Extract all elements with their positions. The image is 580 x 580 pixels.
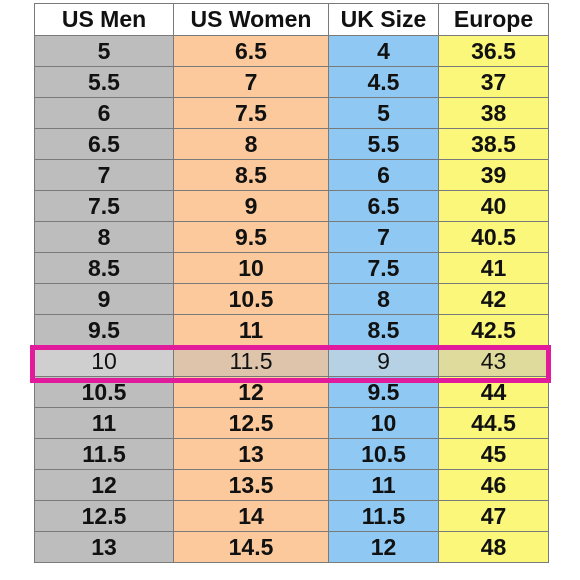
cell-us-men: 12.5 — [34, 500, 174, 532]
cell-uk-size: 11 — [328, 469, 439, 501]
table-row: 6 7.5 5 38 — [34, 97, 549, 129]
cell-europe: 43 — [438, 345, 549, 377]
cell-uk-size: 10.5 — [328, 438, 439, 470]
cell-us-men: 7.5 — [34, 190, 174, 222]
cell-us-women: 10 — [173, 252, 329, 284]
table-row: 13 14.5 12 48 — [34, 531, 549, 563]
cell-us-men: 10.5 — [34, 376, 174, 408]
cell-us-men: 7 — [34, 159, 174, 191]
table-row: 8 9.5 7 40.5 — [34, 221, 549, 253]
table-row: 10.5 12 9.5 44 — [34, 376, 549, 408]
cell-us-men: 11.5 — [34, 438, 174, 470]
table-row: 9 10.5 8 42 — [34, 283, 549, 315]
cell-uk-size: 7 — [328, 221, 439, 253]
cell-europe: 47 — [438, 500, 549, 532]
cell-uk-size: 7.5 — [328, 252, 439, 284]
cell-uk-size: 12 — [328, 531, 439, 563]
cell-us-men: 13 — [34, 531, 174, 563]
header-europe: Europe — [438, 3, 549, 36]
cell-europe: 36.5 — [438, 35, 549, 67]
cell-europe: 39 — [438, 159, 549, 191]
cell-uk-size: 5.5 — [328, 128, 439, 160]
cell-us-women: 13.5 — [173, 469, 329, 501]
cell-europe: 45 — [438, 438, 549, 470]
cell-us-women: 11 — [173, 314, 329, 346]
cell-europe: 48 — [438, 531, 549, 563]
cell-us-women: 12.5 — [173, 407, 329, 439]
table-row: 11 12.5 10 44.5 — [34, 407, 549, 439]
cell-europe: 42.5 — [438, 314, 549, 346]
shoe-size-table: US Men US Women UK Size Europe 5 6.5 4 36.5… — [34, 3, 549, 563]
cell-uk-size: 6.5 — [328, 190, 439, 222]
cell-europe: 38 — [438, 97, 549, 129]
cell-us-men: 9.5 — [34, 314, 174, 346]
cell-us-men: 5.5 — [34, 66, 174, 98]
cell-us-women: 10.5 — [173, 283, 329, 315]
cell-uk-size: 4.5 — [328, 66, 439, 98]
table-row: 12 13.5 11 46 — [34, 469, 549, 501]
table-row: 7.5 9 6.5 40 — [34, 190, 549, 222]
cell-us-women: 7 — [173, 66, 329, 98]
cell-us-women: 6.5 — [173, 35, 329, 67]
table-row: 5.5 7 4.5 37 — [34, 66, 549, 98]
cell-europe: 38.5 — [438, 128, 549, 160]
table-body: 5 6.5 4 36.5 5.5 7 4.5 37 6 7.5 5 38 6.5 8 5.5 38.5 7 8.5… — [34, 35, 549, 563]
cell-us-women: 14 — [173, 500, 329, 532]
header-us-women: US Women — [173, 3, 329, 36]
cell-us-men: 5 — [34, 35, 174, 67]
cell-europe: 46 — [438, 469, 549, 501]
cell-uk-size: 8.5 — [328, 314, 439, 346]
table-row: 6.5 8 5.5 38.5 — [34, 128, 549, 160]
cell-us-women: 13 — [173, 438, 329, 470]
cell-us-men: 12 — [34, 469, 174, 501]
cell-europe: 37 — [438, 66, 549, 98]
cell-uk-size: 9.5 — [328, 376, 439, 408]
table-row: 8.5 10 7.5 41 — [34, 252, 549, 284]
cell-us-women: 12 — [173, 376, 329, 408]
cell-uk-size: 8 — [328, 283, 439, 315]
table-row: 9.5 11 8.5 42.5 — [34, 314, 549, 346]
table-row: 5 6.5 4 36.5 — [34, 35, 549, 67]
cell-uk-size: 4 — [328, 35, 439, 67]
cell-us-women: 11.5 — [173, 345, 329, 377]
cell-europe: 40.5 — [438, 221, 549, 253]
cell-uk-size: 9 — [328, 345, 439, 377]
cell-us-women: 9 — [173, 190, 329, 222]
cell-us-men: 8.5 — [34, 252, 174, 284]
cell-us-men: 11 — [34, 407, 174, 439]
cell-europe: 40 — [438, 190, 549, 222]
cell-europe: 42 — [438, 283, 549, 315]
cell-uk-size: 5 — [328, 97, 439, 129]
cell-us-men: 8 — [34, 221, 174, 253]
cell-europe: 44.5 — [438, 407, 549, 439]
header-uk-size: UK Size — [328, 3, 439, 36]
cell-us-men: 10 — [34, 345, 174, 377]
table-row: 7 8.5 6 39 — [34, 159, 549, 191]
header-row: US Men US Women UK Size Europe — [34, 3, 549, 36]
cell-us-men: 6.5 — [34, 128, 174, 160]
header-us-men: US Men — [34, 3, 174, 36]
cell-us-women: 7.5 — [173, 97, 329, 129]
cell-uk-size: 6 — [328, 159, 439, 191]
cell-europe: 41 — [438, 252, 549, 284]
cell-uk-size: 11.5 — [328, 500, 439, 532]
cell-europe: 44 — [438, 376, 549, 408]
cell-us-women: 8 — [173, 128, 329, 160]
cell-us-women: 14.5 — [173, 531, 329, 563]
table-row: 12.5 14 11.5 47 — [34, 500, 549, 532]
cell-us-women: 8.5 — [173, 159, 329, 191]
cell-us-men: 9 — [34, 283, 174, 315]
cell-us-men: 6 — [34, 97, 174, 129]
cell-us-women: 9.5 — [173, 221, 329, 253]
table-row: 11.5 13 10.5 45 — [34, 438, 549, 470]
cell-uk-size: 10 — [328, 407, 439, 439]
table-row: 10 11.5 9 43 — [34, 345, 549, 377]
